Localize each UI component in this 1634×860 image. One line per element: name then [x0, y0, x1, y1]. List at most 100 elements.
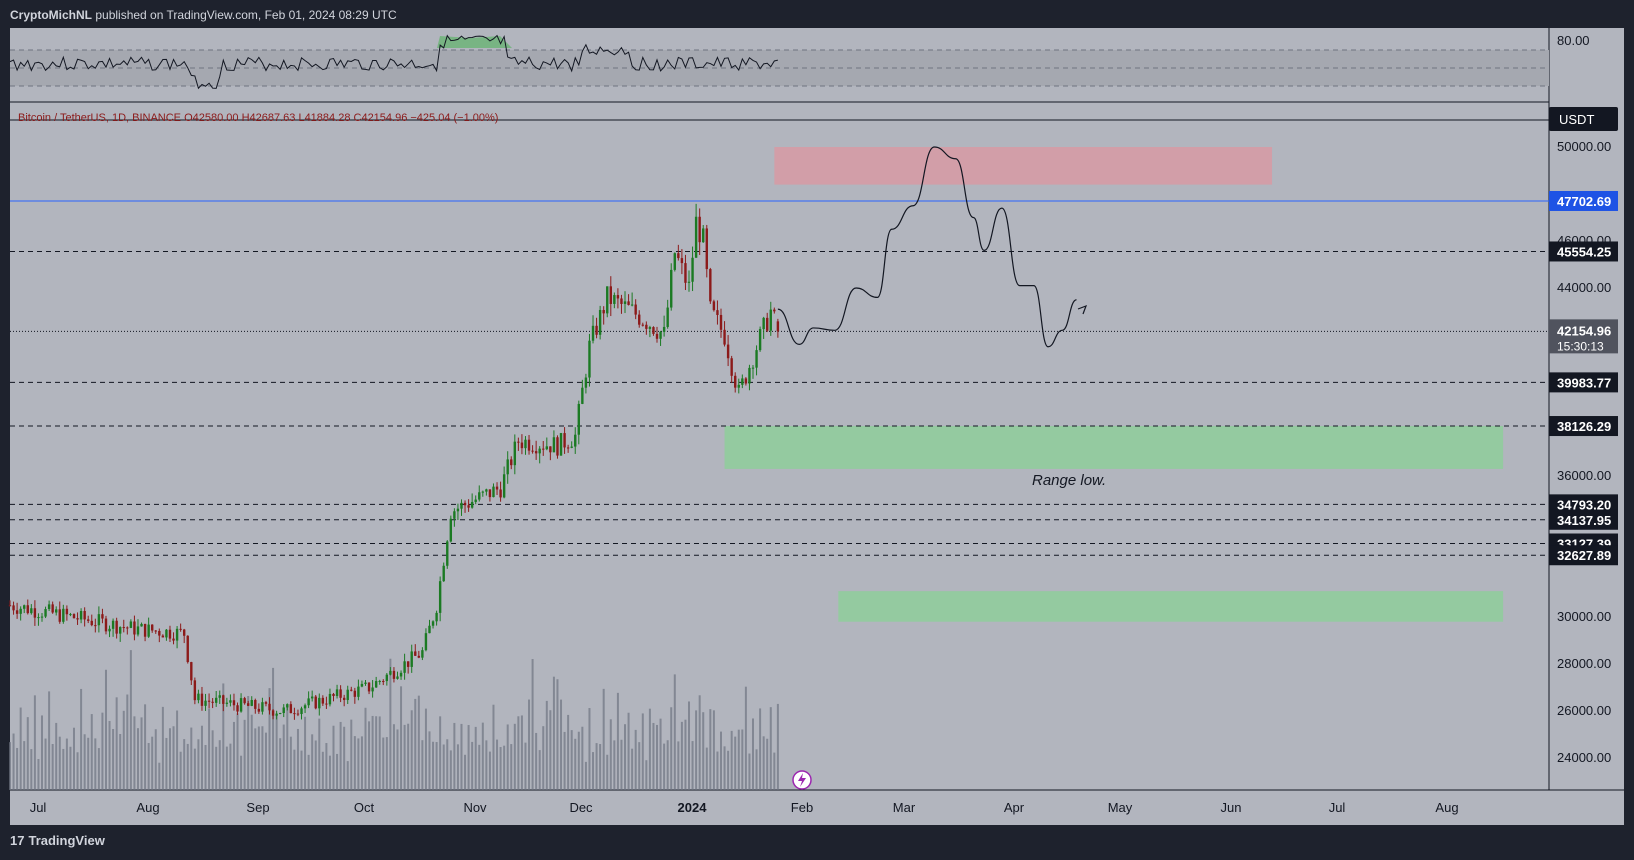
candle-body [606, 286, 609, 314]
candle-body [502, 474, 506, 498]
author-name[interactable]: CryptoMichNL [10, 8, 92, 22]
candle-body [655, 333, 659, 339]
volume-bar [677, 741, 680, 790]
volume-bar [19, 707, 22, 790]
volume-bar [659, 718, 662, 790]
candle-body [474, 499, 477, 502]
volume-bar [734, 736, 737, 790]
candle-body [19, 608, 22, 614]
horizontal-levels [10, 200, 1549, 556]
tradingview-logo[interactable]: 17 TradingView [10, 833, 105, 848]
volume-bar [499, 747, 502, 790]
candle-body [83, 610, 86, 620]
volume-bar [769, 707, 772, 790]
volume-bar [567, 714, 570, 790]
volume-bar [55, 722, 58, 790]
volume-bar [456, 744, 459, 790]
candle-body [421, 650, 424, 658]
candle-body [364, 682, 367, 684]
candle-body [744, 378, 748, 384]
projection-path[interactable] [777, 146, 1077, 348]
volume-bar [350, 719, 353, 790]
level-label-box [1549, 494, 1618, 515]
volume-bar [424, 708, 427, 790]
candle-body [460, 502, 463, 509]
candle-body [470, 501, 474, 508]
publish-info: published on TradingView.com, Feb 01, 20… [95, 8, 397, 22]
volume-bar [520, 715, 523, 790]
volume-bar [691, 741, 694, 790]
price-tick-label: 50000.00 [1557, 139, 1611, 154]
volume-bar [254, 728, 257, 790]
volume-bar [510, 744, 513, 790]
volume-bar [375, 716, 378, 790]
candle-body [218, 695, 221, 698]
candle-body [318, 697, 321, 709]
volume-bar [599, 744, 602, 790]
volume-bar [588, 708, 591, 790]
volume-bar [705, 747, 708, 790]
volume-bar [112, 729, 115, 790]
candle-body [332, 693, 335, 697]
volume-bar [688, 701, 691, 790]
volume-bar [65, 738, 68, 790]
volume-bar [286, 707, 289, 790]
volume-bar [12, 733, 15, 790]
candle-body [268, 703, 271, 711]
candle-body [328, 693, 332, 705]
time-tick-label: Apr [1004, 800, 1025, 815]
volume-bar [439, 716, 442, 790]
time-tick-label: Aug [1435, 800, 1458, 815]
level-label-text: 39983.77 [1557, 375, 1611, 390]
publish-header: CryptoMichNL published on TradingView.co… [0, 0, 1634, 28]
candle-body [673, 253, 676, 270]
currency-badge[interactable] [1549, 107, 1618, 131]
candle-body [506, 459, 509, 475]
volume-bar [773, 752, 776, 790]
candle-body [478, 492, 481, 500]
volume-bar [574, 738, 577, 790]
candle-body [694, 216, 698, 258]
candle-body [357, 686, 360, 697]
candle-body [232, 700, 236, 706]
candle-body [278, 713, 282, 715]
volume-bar [101, 712, 104, 790]
volume-bar [627, 712, 630, 790]
candle-body [574, 434, 577, 447]
volume-bar [332, 725, 335, 790]
candle-body [446, 541, 449, 566]
volume-bar [240, 755, 243, 790]
volume-bar [421, 740, 424, 790]
candle-body [193, 680, 197, 701]
volume-bar [300, 750, 303, 790]
candle-body [648, 327, 652, 329]
volume-bar [570, 730, 573, 790]
candle-body [44, 609, 47, 617]
candlesticks [8, 203, 780, 720]
candle-body [72, 614, 76, 619]
price-tick-label: 36000.00 [1557, 468, 1611, 483]
volume-bar [346, 761, 349, 790]
volume-bar [776, 703, 779, 790]
volume-bar [108, 720, 111, 790]
candle-body [111, 620, 115, 629]
volume-bar [556, 679, 559, 790]
volume-bar [400, 686, 403, 790]
candle-body [346, 689, 349, 701]
volume-bar [474, 726, 477, 790]
time-axis[interactable]: Jul Aug Sep Oct Nov Dec 2024 Feb Mar Apr May Jun Jul… [30, 800, 1459, 815]
level-label-text: 47702.69 [1557, 194, 1611, 209]
range-low-annotation[interactable]: Range low. [1032, 472, 1106, 489]
candle-body [119, 627, 122, 634]
projection-arrowhead [1077, 304, 1088, 315]
candle-body [165, 629, 168, 638]
candle-body [133, 621, 136, 635]
volume-bar [76, 752, 79, 790]
price-axis[interactable]: 50000.0046000.0044000.0036000.0030000.00… [1557, 139, 1611, 765]
candle-body [374, 681, 378, 688]
rsi-pane[interactable]: 80.00 [9, 33, 1590, 90]
volume-bar [670, 707, 673, 790]
candle-body [76, 618, 79, 620]
volume-bar [183, 739, 186, 790]
